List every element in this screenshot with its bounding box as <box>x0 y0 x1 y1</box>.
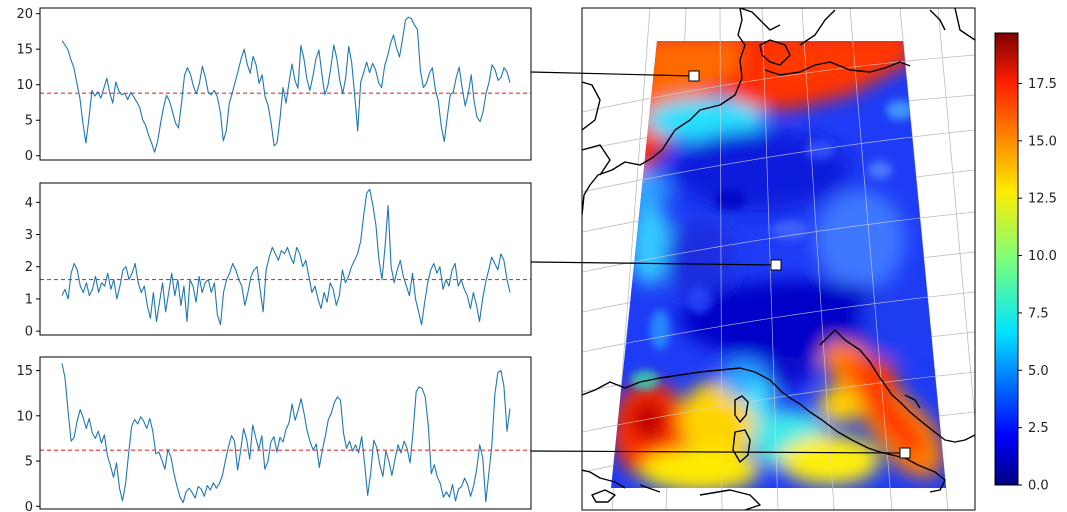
colorbar-tick-label: 12.5 <box>1028 192 1057 207</box>
map-data-field <box>611 41 946 488</box>
y-tick-label: 5 <box>25 455 33 470</box>
colorbar-tick-label: 17.5 <box>1028 77 1057 92</box>
colorbar-tick-label: 15.0 <box>1028 134 1057 149</box>
panel-1-y-ticks: 0 5 10 15 20 <box>16 7 40 164</box>
y-tick-label: 1 <box>25 292 33 307</box>
panel-3-y-ticks: 0 5 10 15 <box>16 364 40 512</box>
map-frame <box>581 7 976 511</box>
y-tick-label: 10 <box>16 409 33 424</box>
panel-2-frame <box>39 182 532 336</box>
y-tick-label: 10 <box>16 78 33 93</box>
y-tick-label: 2 <box>25 260 33 275</box>
colorbar-tick-label: 2.5 <box>1028 421 1049 436</box>
colorbar-ticks: 0.0 2.5 5.0 7.5 10.0 12.5 15.0 17.5 <box>1018 77 1057 494</box>
y-tick-label: 0 <box>25 325 33 340</box>
panel-1-frame <box>39 7 532 161</box>
station-marker-3 <box>899 447 911 459</box>
y-tick-label: 5 <box>25 114 33 129</box>
colorbar-tick-label: 0.0 <box>1028 479 1049 494</box>
station-connectors <box>530 71 906 454</box>
y-tick-label: 0 <box>25 149 33 164</box>
panel-3-series <box>61 363 511 504</box>
panel-1-series <box>61 16 511 153</box>
y-tick-label: 15 <box>16 43 33 58</box>
colorbar: 0.0 2.5 5.0 7.5 10.0 12.5 15.0 17.5 <box>994 32 1057 494</box>
timeseries-panel-1: 0 5 10 15 20 <box>16 7 532 164</box>
colorbar-tick-label: 7.5 <box>1028 306 1049 321</box>
colorbar-gradient <box>994 32 1019 486</box>
map-coastlines <box>582 8 975 510</box>
timeseries-panel-2: 0 1 2 3 4 <box>25 182 532 340</box>
y-tick-label: 0 <box>25 500 33 512</box>
panel-3-frame <box>39 356 532 510</box>
panel-2-y-ticks: 0 1 2 3 4 <box>25 196 40 340</box>
station-marker-1 <box>688 70 700 82</box>
y-tick-label: 3 <box>25 228 33 243</box>
colorbar-tick-label: 5.0 <box>1028 364 1049 379</box>
series-line <box>61 188 511 326</box>
map-panel <box>530 7 976 511</box>
panel-2-series <box>61 188 511 326</box>
series-line <box>61 16 511 153</box>
colorbar-tick-label: 10.0 <box>1028 249 1057 264</box>
timeseries-panel-3: 0 5 10 15 <box>16 356 532 512</box>
series-line <box>61 363 511 504</box>
station-marker-2 <box>770 259 782 271</box>
y-tick-label: 20 <box>16 7 33 22</box>
y-tick-label: 4 <box>25 196 33 211</box>
y-tick-label: 15 <box>16 364 33 379</box>
